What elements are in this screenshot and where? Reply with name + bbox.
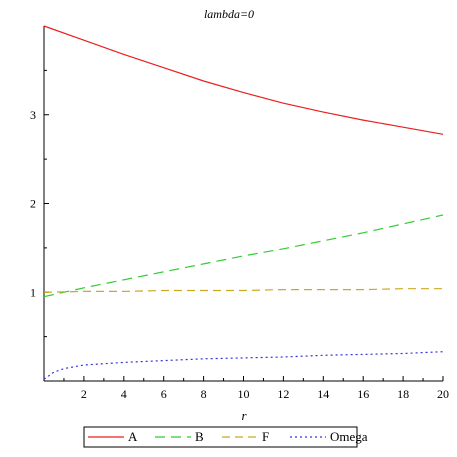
x-tick-label: 20 bbox=[437, 387, 449, 401]
series-line-b bbox=[43, 214, 444, 298]
x-axis-label: r bbox=[241, 408, 247, 423]
legend-items: A B F Omega bbox=[88, 429, 368, 444]
series-line-f bbox=[43, 288, 443, 293]
series-line-omega bbox=[43, 351, 444, 380]
x-ticks: 2 4 6 8 10 12 14 16 18 20 bbox=[63, 376, 449, 401]
legend: A B F Omega bbox=[83, 426, 368, 448]
legend-label-f: F bbox=[262, 429, 269, 444]
y-tick-label: 1 bbox=[30, 285, 36, 299]
y-tick-label: 2 bbox=[30, 197, 36, 211]
x-tick-label: 2 bbox=[81, 387, 87, 401]
legend-label-a: A bbox=[128, 429, 138, 444]
series-group bbox=[43, 25, 444, 380]
y-tick-label: 3 bbox=[30, 108, 36, 122]
x-tick-label: 18 bbox=[397, 387, 409, 401]
legend-label-omega: Omega bbox=[330, 429, 368, 444]
x-tick-label: 8 bbox=[201, 387, 207, 401]
x-tick-label: 6 bbox=[161, 387, 167, 401]
axes bbox=[43, 26, 443, 382]
x-tick-label: 4 bbox=[121, 387, 127, 401]
chart-title: lambda=0 bbox=[204, 7, 254, 21]
x-tick-label: 12 bbox=[277, 387, 289, 401]
x-tick-label: 14 bbox=[317, 387, 329, 401]
legend-box bbox=[83, 426, 358, 448]
series-line-a bbox=[43, 25, 444, 135]
x-tick-label: 16 bbox=[357, 387, 369, 401]
legend-label-b: B bbox=[195, 429, 204, 444]
x-tick-label: 10 bbox=[238, 387, 250, 401]
